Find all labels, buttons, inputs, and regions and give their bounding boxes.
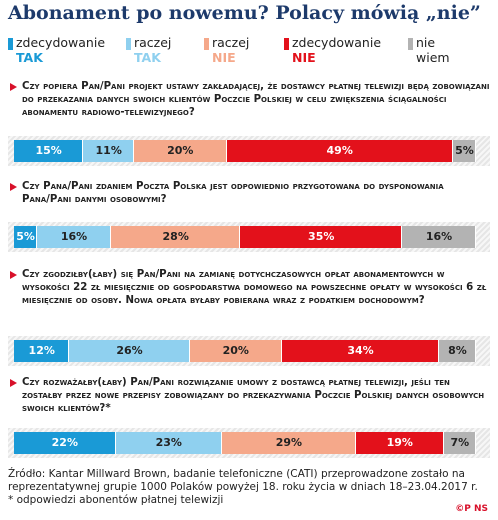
value-label: 16% [60,230,88,243]
question-text: Czy Pana/Pani zdaniem Poczta Polska jest… [8,180,490,206]
value-label: 15% [35,144,62,157]
bar-segment [452,140,476,162]
question-text: Czy popiera Pan/Pani projekt ustawy zakł… [8,80,490,119]
value-label: 22% [51,436,78,449]
value-label: 19% [386,436,413,449]
value-label: 11% [95,144,122,157]
bar-segment [14,432,116,454]
question: Czy popiera Pan/Pani projekt ustawy zakł… [8,80,490,119]
legend-text: zdecydowanie [16,35,106,50]
bar-segment [69,340,190,362]
legend: zdecydowanie TAK raczej TAK raczej NIE zdecydo… [8,36,492,72]
legend-text: TAK [134,50,161,65]
footer: Źródło: Kantar Millward Brown, badanie t… [8,468,478,507]
stacked-bar: 5% 16% 28% 35% 16% [14,226,476,248]
bar-segment [443,432,476,454]
legend-swatch [408,38,413,50]
bar-segment [83,140,135,162]
bar-segment [221,432,356,454]
bar-segment [281,340,440,362]
value-label: 7% [450,436,470,449]
value-label: 35% [308,230,335,243]
legend-text: TAK [16,50,43,65]
value-label: 28% [162,230,189,243]
source: Źródło: Kantar Millward Brown, badanie t… [8,468,478,493]
legend-text: wiem [416,50,450,65]
value-label: 20% [222,344,249,357]
value-label: 8% [448,344,467,357]
value-label: 12% [28,344,55,357]
value-label: 34% [347,344,374,357]
bar-segment [134,140,227,162]
value-label: 5% [16,230,35,243]
question: Czy rozważałby(łaby) Pan/Pani rozwiązani… [8,376,490,415]
bar-segment [115,432,222,454]
legend-swatch [284,38,289,50]
legend-text: raczej [134,35,172,50]
legend-swatch [126,38,131,50]
bar-band: 12% 26% 20% 34% 8% [8,336,490,366]
stacked-bar: 12% 26% 20% 34% 8% [14,340,476,362]
question: Czy zgodziłby(łaby) się Pan/Pani na zami… [8,268,490,307]
bar-segment [402,226,476,248]
bar-segment [14,140,84,162]
chart-title: Abonament po nowemu? Polacy mówią „nie” [8,2,481,24]
bar-segment [355,432,444,454]
stacked-bar: 22% 23% 29% 19% 7% [14,432,476,454]
legend-text: nie [416,35,436,50]
legend-swatch [204,38,209,50]
value-label: 23% [155,436,182,449]
bar-segment [14,226,38,248]
bar-band: 15% 11% 20% 49% 5% [8,136,490,166]
bar-band: 22% 23% 29% 19% 7% [8,428,490,458]
bar-segment [14,340,70,362]
legend-swatch [8,38,13,50]
question-text: Czy rozważałby(łaby) Pan/Pani rozwiązani… [8,376,490,415]
bar-segment [37,226,111,248]
value-label: 16% [425,230,453,243]
bar-segment [189,340,282,362]
legend-text: zdecydowanie [292,35,382,50]
bar-segment [439,340,476,362]
bar-segment [240,226,403,248]
legend-text: raczej [212,35,250,50]
value-label: 5% [455,144,474,157]
logo: ©P NS [455,504,488,514]
value-label: 49% [326,144,353,157]
question-text: Czy zgodziłby(łaby) się Pan/Pani na zami… [8,268,490,307]
value-label: 20% [167,144,194,157]
stacked-bar: 15% 11% 20% 49% 5% [14,140,476,162]
legend-text: NIE [212,50,236,65]
value-label: 26% [116,344,143,357]
bar-band: 5% 16% 28% 35% 16% [8,222,490,252]
question: Czy Pana/Pani zdaniem Poczta Polska jest… [8,180,490,206]
value-label: 29% [275,436,303,449]
bar-segment [111,226,241,248]
bar-segment [226,140,453,162]
footnote: * odpowiedzi abonentów płatnej telewizji [8,494,224,506]
legend-text: NIE [292,50,316,65]
